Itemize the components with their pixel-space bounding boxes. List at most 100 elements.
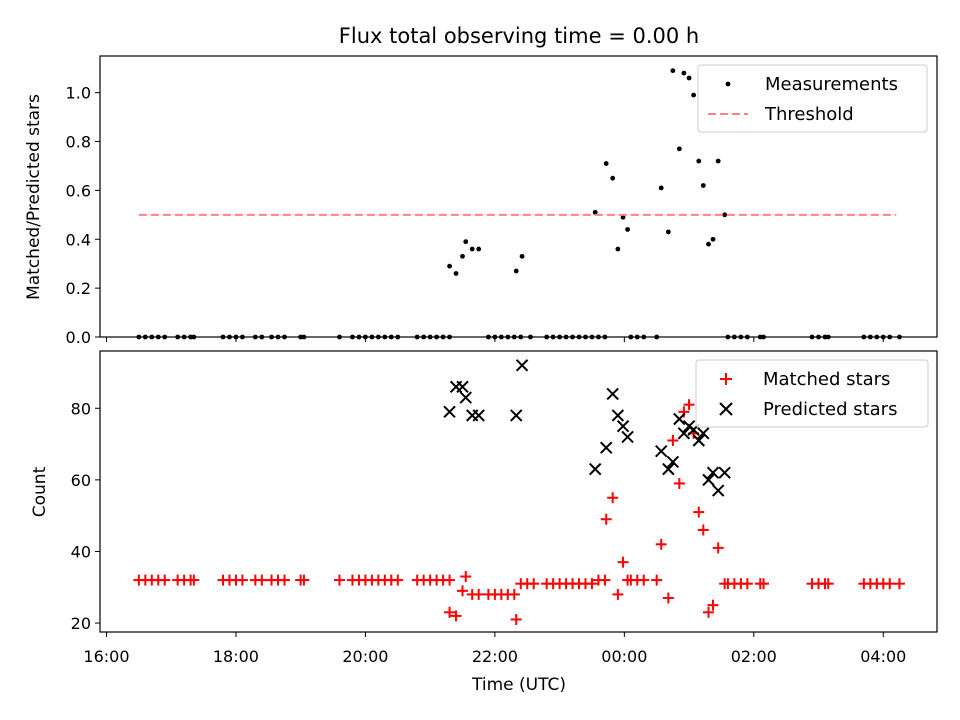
measurement-point	[363, 334, 368, 340]
measurement-point	[615, 246, 621, 252]
measurement-point	[670, 68, 676, 74]
x-axis-label: Time (UTC)	[471, 675, 566, 695]
matched-point	[256, 574, 268, 586]
measurement-point	[505, 334, 511, 340]
matched-point	[651, 574, 663, 586]
measurement-point	[715, 158, 721, 164]
measurement-point	[447, 334, 452, 340]
measurement-point	[816, 334, 821, 340]
top-series-layer	[136, 68, 902, 340]
predicted-point	[456, 380, 469, 394]
measurement-point	[563, 334, 569, 340]
measurement-point	[528, 334, 533, 340]
measurement-point	[731, 334, 737, 340]
matched-point	[693, 506, 705, 518]
bottom-plot-frame	[99, 350, 938, 633]
legend-measurements-marker	[725, 81, 731, 87]
measurement-point	[897, 334, 902, 340]
measurement-point	[570, 334, 575, 340]
measurement-point	[641, 334, 647, 340]
measurement-point	[625, 227, 630, 232]
measurement-point	[550, 334, 556, 340]
legend-matched-label: Matched stars	[763, 369, 890, 390]
top-y-tick-label: 1.0	[66, 84, 91, 103]
measurement-point	[700, 183, 706, 188]
matched-point	[528, 578, 540, 590]
predicted-point	[706, 466, 720, 479]
predicted-point	[443, 405, 456, 419]
measurement-point	[620, 214, 626, 220]
top-y-tick-label: 0.6	[66, 181, 91, 200]
predicted-point	[673, 412, 686, 426]
measurement-point	[676, 146, 682, 152]
measurement-point	[350, 334, 355, 340]
measurement-point	[634, 334, 640, 340]
predicted-point	[510, 409, 523, 422]
matched-point	[822, 578, 834, 590]
matched-point	[278, 574, 290, 586]
legend-predicted-marker	[719, 402, 733, 416]
measurement-point	[382, 334, 388, 340]
predicted-point	[600, 441, 613, 454]
legend-predicted-label: Predicted stars	[763, 399, 897, 420]
matched-point	[712, 542, 724, 554]
measurement-point	[654, 334, 660, 340]
measurement-point	[175, 334, 181, 340]
predicted-point	[692, 434, 705, 447]
predicted-point	[711, 484, 725, 497]
matched-point	[667, 434, 679, 446]
measurement-point	[142, 334, 148, 340]
legend-threshold-label: Threshold	[764, 104, 854, 125]
predicted-point	[666, 455, 680, 469]
matched-point	[758, 578, 770, 590]
measurement-point	[434, 334, 440, 340]
predicted-point	[589, 462, 602, 476]
predicted-point	[655, 445, 668, 458]
bottom-y-axis-label: Count	[30, 466, 50, 517]
matched-point	[600, 513, 612, 525]
matched-point	[607, 492, 619, 504]
matched-point	[188, 574, 200, 586]
measurement-point	[460, 253, 465, 259]
measurement-point	[240, 334, 245, 340]
matched-point	[444, 606, 456, 618]
measurement-point	[301, 334, 307, 340]
measurement-point	[136, 334, 142, 340]
x-tick-label: 00:00	[601, 647, 647, 666]
measurement-point	[485, 334, 491, 340]
predicted-point	[459, 391, 472, 404]
measurement-point	[227, 334, 232, 340]
bottom-y-tick-label: 60	[71, 471, 91, 490]
predicted-point	[611, 409, 625, 422]
matched-point	[673, 477, 685, 489]
measurement-point	[603, 161, 609, 166]
bottom-y-tick-label: 80	[71, 399, 91, 418]
measurement-point	[149, 334, 155, 340]
measurement-point	[369, 334, 375, 340]
measurement-point	[440, 334, 446, 340]
measurement-point	[155, 334, 161, 340]
measurement-point	[511, 334, 517, 340]
matched-point	[638, 574, 650, 586]
measurement-point	[498, 334, 504, 340]
measurement-point	[686, 75, 692, 81]
measurement-point	[809, 334, 815, 340]
matched-point	[510, 613, 522, 625]
matched-point	[612, 588, 624, 600]
measurement-point	[738, 334, 744, 340]
measurement-point	[252, 334, 258, 340]
measurement-point	[414, 334, 420, 340]
measurement-point	[375, 334, 381, 340]
measurement-point	[162, 334, 168, 340]
top-y-tick-label: 0.4	[66, 230, 91, 249]
matched-point	[298, 574, 310, 586]
measurement-point	[744, 334, 750, 340]
matched-point	[450, 610, 462, 622]
matched-point	[617, 556, 629, 568]
legend-measurements-label: Measurements	[765, 74, 898, 95]
measurement-point	[513, 268, 519, 274]
top-legend-box	[697, 64, 928, 133]
measurement-point	[259, 334, 265, 340]
measurement-point	[453, 271, 459, 276]
measurement-point	[691, 92, 697, 98]
